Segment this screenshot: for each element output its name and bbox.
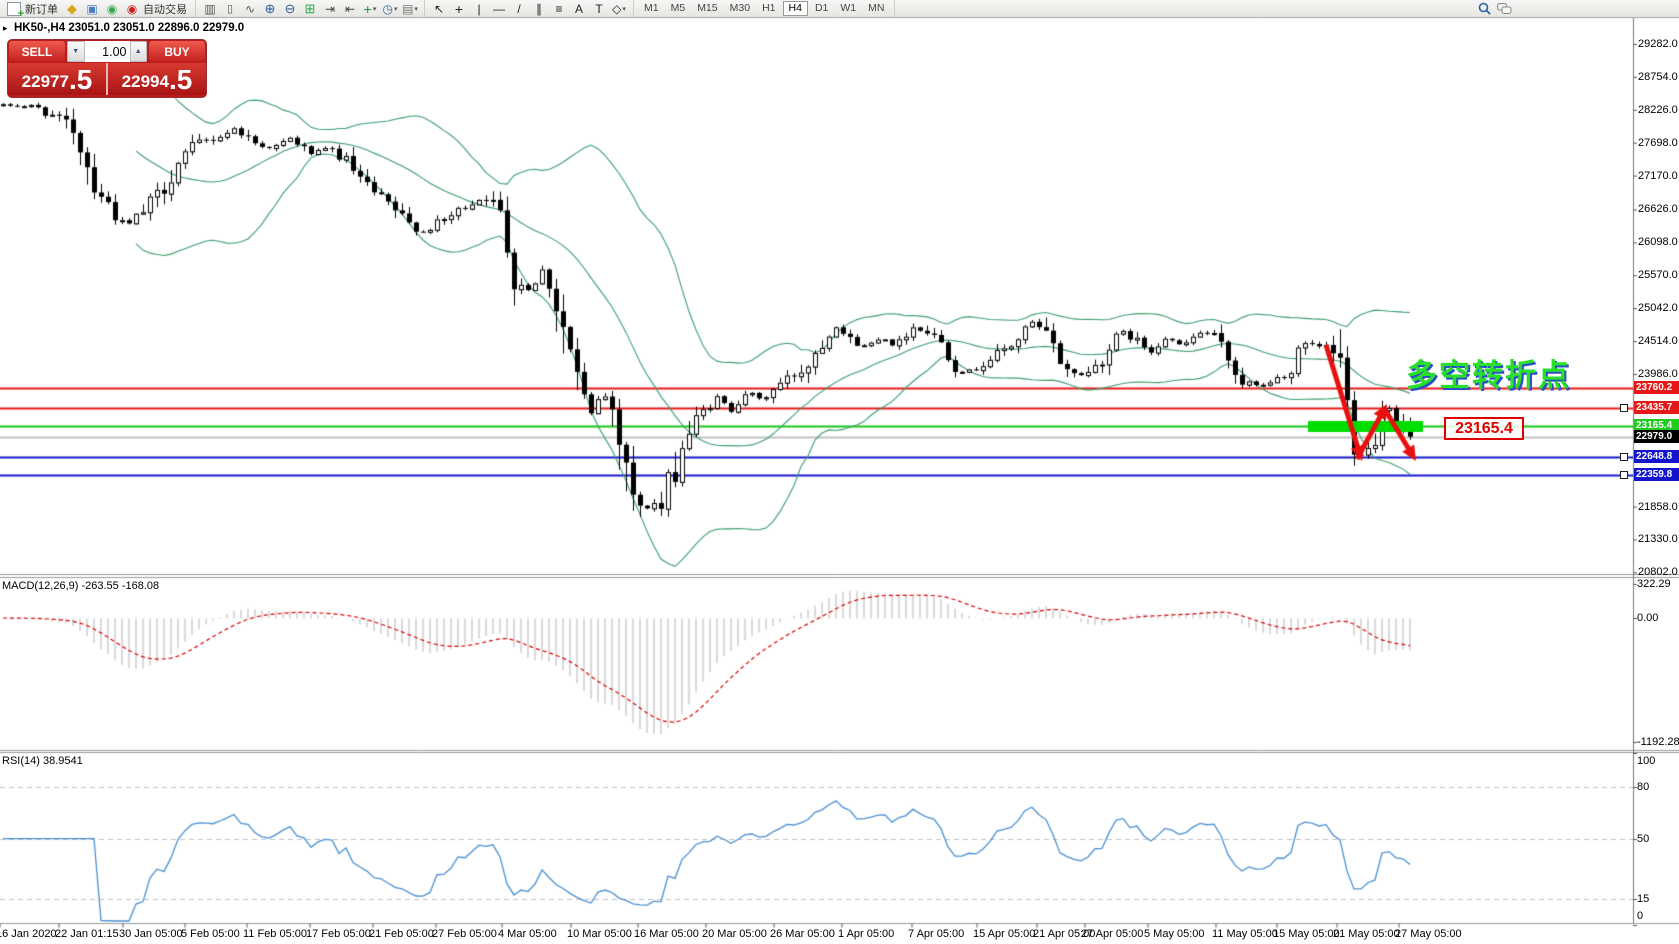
time-axis-label: 16 Mar 05:00 [634, 928, 699, 940]
price-axis-tick: 21330.0 [1638, 533, 1678, 546]
line-handle[interactable] [1620, 471, 1628, 479]
time-axis-label: 15 May 05:00 [1273, 928, 1340, 940]
time-axis-label: 27 May 05:00 [1395, 928, 1462, 940]
buy-price[interactable]: 22994.5 [108, 63, 206, 95]
buy-button[interactable]: BUY [149, 41, 205, 62]
price-axis-tick: 26098.0 [1638, 236, 1678, 249]
price-axis-tick: 21858.0 [1638, 500, 1678, 513]
rsi-axis-tick: 100 [1637, 755, 1656, 767]
price-tag: 22359.8 [1634, 468, 1679, 481]
time-axis-label: 11 Feb 05:00 [243, 928, 308, 940]
rsi-indicator-label: RSI(14) 38.9541 [2, 755, 83, 767]
time-axis-label: 5 Feb 05:00 [181, 928, 240, 940]
price-axis-tick: 28754.0 [1638, 70, 1678, 83]
rsi-axis-tick: 0 [1637, 910, 1644, 922]
line-handle[interactable] [1620, 453, 1628, 461]
sell-button[interactable]: SELL [9, 41, 65, 62]
time-axis-label: 20 Mar 05:00 [702, 928, 767, 940]
volume-decrease-button[interactable]: ▼ [67, 41, 85, 62]
macd-axis-tick: 322.29 [1637, 578, 1671, 590]
time-axis-label: 21 Apr 05:00 [1033, 928, 1096, 940]
price-callout-box[interactable]: 23165.4 [1444, 417, 1524, 440]
time-axis-label: 15 Apr 05:00 [973, 928, 1036, 940]
time-axis-label: 22 Jan 01:15 [55, 928, 119, 940]
volume-input[interactable] [84, 41, 130, 62]
time-axis-label: 27 Feb 05:00 [432, 928, 497, 940]
price-tag: 23435.7 [1634, 401, 1679, 414]
sell-price[interactable]: 22977.5 [8, 63, 106, 95]
time-axis-label: 1 Apr 05:00 [838, 928, 895, 940]
one-click-trading-panel: SELL ▼ ▲ BUY 22977.5 22994.5 [8, 40, 206, 97]
time-axis-label: 17 Feb 05:00 [306, 928, 371, 940]
time-axis-label: 30 Jan 05:00 [119, 928, 183, 940]
chart-title-marker-icon: ▸ [3, 23, 8, 33]
price-axis-tick: 28226.0 [1638, 103, 1678, 116]
time-axis-label: 21 Feb 05:00 [369, 928, 434, 940]
price-axis-tick: 27698.0 [1638, 136, 1678, 149]
price-axis-tick: 29282.0 [1638, 38, 1678, 50]
time-axis-label: 7 Apr 05:00 [908, 928, 965, 940]
price-axis-tick: 23986.0 [1638, 367, 1678, 380]
macd-axis-tick: -1192.28 [1637, 736, 1679, 748]
time-axis-label: 16 Jan 2020 [0, 928, 57, 940]
time-axis-label: 21 May 05:00 [1333, 928, 1400, 940]
macd-axis-tick: 0.00 [1637, 612, 1659, 624]
time-axis-label: 5 May 05:00 [1144, 928, 1205, 940]
rsi-axis-tick: 80 [1637, 781, 1650, 793]
rsi-axis-tick: 15 [1637, 893, 1650, 905]
rsi-axis-tick: 50 [1637, 832, 1650, 845]
volume-control: ▼ ▲ [67, 41, 147, 62]
pivot-point-annotation[interactable]: 多空转折点 [1406, 358, 1571, 393]
price-tag: 22979.0 [1634, 430, 1679, 443]
time-axis-label: 26 Mar 05:00 [770, 928, 835, 940]
price-tag: 23165.4 [1634, 419, 1679, 432]
volume-increase-button[interactable]: ▲ [129, 41, 147, 62]
price-axis-tick: 25042.0 [1638, 302, 1678, 315]
price-axis-tick: 24514.0 [1638, 335, 1678, 348]
macd-indicator-label: MACD(12,26,9) -263.55 -168.08 [2, 580, 160, 592]
time-axis-label: 27 Apr 05:00 [1081, 928, 1144, 940]
price-tag: 23760.2 [1634, 381, 1679, 394]
chart-title: HK50-,H4 23051.0 23051.0 22896.0 22979.0 [14, 22, 245, 34]
time-axis-label: 10 Mar 05:00 [567, 928, 632, 940]
price-axis-tick: 20802.0 [1638, 566, 1678, 579]
price-axis-tick: 27170.0 [1638, 169, 1678, 182]
price-axis-tick: 25570.0 [1638, 269, 1678, 282]
price-tag: 22648.8 [1634, 450, 1679, 463]
price-axis-tick: 26626.0 [1638, 203, 1678, 216]
line-handle[interactable] [1620, 404, 1628, 412]
price-separator [106, 63, 108, 95]
time-axis-label: 11 May 05:00 [1212, 928, 1278, 940]
time-axis-label: 4 Mar 05:00 [498, 928, 557, 940]
